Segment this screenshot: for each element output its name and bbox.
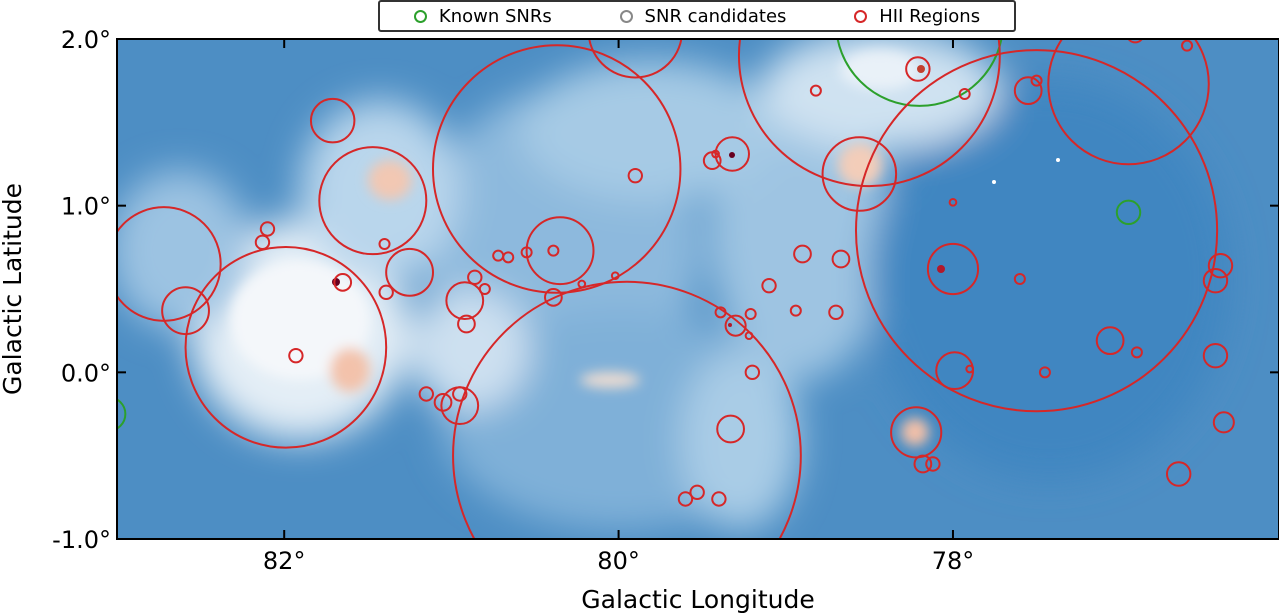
x-tick-label: 82° (263, 547, 306, 575)
hii-regions-ring (520, 246, 533, 259)
known-snrs-ring-icon (413, 9, 427, 23)
known-snrs-ring (1115, 199, 1142, 226)
hii-regions-ring (711, 149, 720, 159)
y-tick-label: 0.0° (61, 359, 111, 387)
legend-label: HII Regions (879, 5, 981, 27)
legend-item-snr-candidates: SNR candidates (619, 5, 787, 27)
hii-regions-ring (577, 279, 587, 289)
hii-regions-ring (831, 249, 851, 269)
hii-regions-ring (925, 456, 941, 472)
hii-regions-ring (1127, 39, 1144, 44)
hii-regions-ring (445, 281, 485, 321)
hii-regions-ring (821, 136, 898, 212)
hii-regions-ring (1047, 39, 1210, 166)
x-axis-ticks: 82° 80° 78° (263, 39, 974, 575)
bright-point-sources (332, 65, 1060, 327)
hii-regions-ring (828, 304, 844, 321)
legend-label: Known SNRs (438, 5, 552, 27)
hii-regions-ring (288, 347, 304, 364)
hii-regions-ring (610, 271, 620, 281)
hii-regions-ring (789, 304, 802, 317)
hii-regions-ring (378, 237, 391, 251)
y-axis-title: Galactic Latitude (0, 183, 27, 395)
hii-regions-ring (1030, 74, 1043, 87)
hii-regions-ring (1095, 326, 1125, 356)
hii-regions-ring (854, 49, 1219, 413)
hii-regions-ring (724, 314, 747, 337)
hii-regions-ring-icon (854, 9, 868, 23)
hii-regions-ring (738, 39, 1001, 188)
hii-regions-ring (965, 364, 975, 374)
x-tick-label: 80° (597, 547, 640, 575)
legend-item-hii-regions: HII Regions (854, 6, 980, 27)
hii-regions-ring (890, 406, 943, 459)
y-tick-label: 1.0° (61, 193, 111, 221)
hii-regions-ring (627, 167, 643, 184)
hii-regions-ring (544, 287, 563, 307)
x-axis-title: Galactic Longitude (581, 585, 814, 614)
hii-regions-ring (378, 284, 394, 301)
hii-regions-ring (433, 392, 453, 412)
region-rings (117, 39, 1235, 539)
known-snrs-ring (117, 398, 127, 430)
hii-regions-ring (1202, 267, 1229, 294)
hii-regions-ring (385, 247, 434, 297)
hii-regions-ring (948, 197, 958, 207)
hii-regions-ring (161, 286, 210, 336)
hii-regions-ring (677, 491, 694, 507)
hii-regions-ring (711, 491, 727, 507)
hii-regions-ring (1165, 461, 1192, 487)
hii-regions-ring (184, 246, 388, 449)
hii-regions-ring (547, 244, 560, 257)
hii-regions-ring (588, 39, 683, 79)
hii-regions-ring (1181, 39, 1194, 52)
known-snrs-ring (836, 39, 1003, 107)
hii-regions-ring (418, 386, 434, 402)
x-tick-label: 78° (932, 547, 975, 575)
hii-regions-ring (309, 97, 356, 144)
legend: Known SNRs SNR candidates HII Regions (378, 0, 1016, 32)
hii-regions-ring (478, 282, 491, 296)
hii-regions-ring (714, 306, 727, 319)
hii-regions-ring (1207, 252, 1234, 279)
hii-regions-ring (1038, 366, 1051, 379)
y-tick-label: -1.0° (52, 526, 111, 554)
hii-regions-ring (259, 221, 276, 237)
hii-regions-ring (1013, 76, 1043, 106)
hii-regions-ring (525, 216, 595, 286)
y-tick-label: 2.0° (61, 26, 111, 54)
hii-regions-ring (744, 364, 761, 381)
hii-regions-ring (761, 277, 777, 294)
hii-regions-ring (905, 56, 931, 82)
hii-regions-ring (254, 234, 271, 251)
intensity-map (117, 39, 1279, 539)
hii-regions-ring (457, 314, 476, 334)
hii-regions-ring (913, 454, 933, 474)
hii-regions-ring (1202, 342, 1229, 369)
hii-regions-ring (744, 331, 754, 341)
hii-regions-ring (716, 414, 745, 444)
hii-regions-ring (502, 251, 515, 264)
hii-regions-ring (744, 307, 757, 321)
legend-item-known-snrs: Known SNRs (413, 5, 552, 27)
plot-frame (116, 38, 1279, 540)
hii-regions-ring (467, 269, 483, 286)
hii-regions-ring (452, 280, 802, 539)
hii-regions-ring (793, 244, 812, 264)
hii-regions-ring (333, 272, 353, 292)
snr-candidates-ring-icon (619, 9, 633, 23)
hii-regions-ring (1130, 346, 1143, 359)
hii-regions-ring (926, 242, 980, 296)
hii-regions-ring (689, 484, 705, 501)
hii-regions-ring (318, 146, 428, 256)
hii-regions-ring (958, 87, 971, 101)
hii-regions-ring (809, 84, 822, 97)
hii-regions-ring (452, 386, 468, 402)
hii-regions-ring (431, 44, 682, 294)
legend-label: SNR candidates (644, 5, 787, 27)
hii-regions-ring (1013, 272, 1026, 286)
y-axis-ticks: -1.0° 0.0° 1.0° 2.0° (52, 26, 1279, 554)
hii-regions-ring (1212, 411, 1235, 434)
